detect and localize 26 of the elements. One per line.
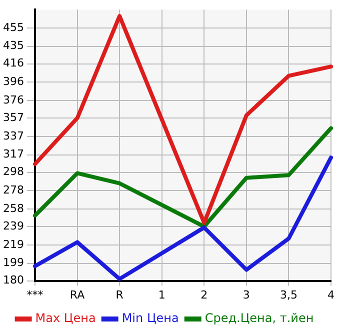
y-tick-label: 435	[2, 39, 24, 52]
y-tick-label: 455	[2, 20, 24, 34]
x-tick-label: ***	[26, 288, 44, 302]
legend-label: Max Цена	[35, 311, 96, 326]
x-tick-label: 1	[158, 288, 166, 302]
y-tick-label: 219	[2, 238, 24, 251]
x-tick-label: R	[116, 288, 124, 302]
legend-label: Min Цена	[122, 311, 179, 326]
y-tick-label: 278	[2, 184, 24, 197]
y-tick-label: 199	[2, 256, 24, 270]
x-tick-label: 2	[200, 288, 208, 302]
y-tick-label: 298	[2, 165, 24, 178]
x-tick-label: 3	[242, 288, 250, 302]
y-tick-label: 180	[2, 274, 24, 287]
y-tick-label: 258	[2, 202, 24, 215]
y-tick-label: 337	[2, 129, 24, 142]
x-tick-label: 4	[328, 288, 334, 302]
y-tick-label: 416	[2, 56, 24, 70]
y-tick-label: 357	[2, 110, 24, 124]
legend-label: Сред.Цена, т.йен	[204, 311, 314, 326]
x-tick-label: RA	[70, 288, 86, 302]
y-tick-label: 396	[2, 75, 24, 88]
y-tick-label: 376	[2, 93, 24, 106]
y-tick-label: 317	[2, 148, 24, 161]
x-tick-label: 3,5	[280, 288, 298, 302]
y-tick-label: 239	[2, 219, 24, 232]
